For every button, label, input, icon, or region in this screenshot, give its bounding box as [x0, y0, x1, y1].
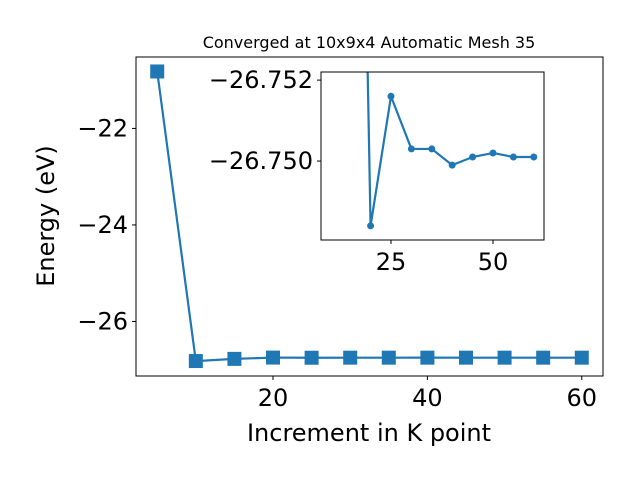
- marker: [407, 145, 415, 153]
- marker: [266, 350, 281, 365]
- marker: [469, 153, 477, 161]
- marker: [188, 354, 203, 369]
- series-line: [366, 72, 534, 227]
- marker: [497, 350, 512, 365]
- y-tick-label: −26: [77, 307, 128, 335]
- chart-title: Converged at 10x9x4 Automatic Mesh 35: [203, 33, 536, 52]
- marker: [304, 350, 319, 365]
- marker: [420, 350, 435, 365]
- x-tick-label: 20: [258, 384, 289, 412]
- x-tick-label: 50: [478, 248, 509, 276]
- y-tick-label: −26.750: [209, 147, 313, 175]
- axes-frame: [135, 56, 604, 377]
- marker: [150, 64, 165, 79]
- x-axis-label: Increment in K point: [247, 419, 491, 447]
- y-tick-label: −26.752: [209, 66, 313, 94]
- y-tick-label: −22: [77, 114, 128, 142]
- marker: [458, 350, 473, 365]
- marker: [574, 350, 589, 365]
- marker: [343, 350, 358, 365]
- marker: [530, 153, 538, 161]
- y-tick-label: −24: [77, 211, 128, 239]
- plot-content: [366, 72, 538, 230]
- x-tick-label: 40: [412, 384, 443, 412]
- y-axis-label: Energy (eV): [32, 145, 60, 287]
- axes-frame: [320, 71, 545, 241]
- marker: [367, 222, 375, 230]
- x-tick-label: 25: [376, 248, 407, 276]
- plot-content: [150, 64, 589, 369]
- marker: [509, 153, 517, 161]
- marker: [387, 92, 395, 100]
- marker: [381, 350, 396, 365]
- x-tick-label: 60: [566, 384, 597, 412]
- marker: [448, 161, 456, 169]
- marker: [489, 149, 497, 157]
- marker: [227, 351, 242, 366]
- marker: [428, 145, 436, 153]
- marker: [536, 350, 551, 365]
